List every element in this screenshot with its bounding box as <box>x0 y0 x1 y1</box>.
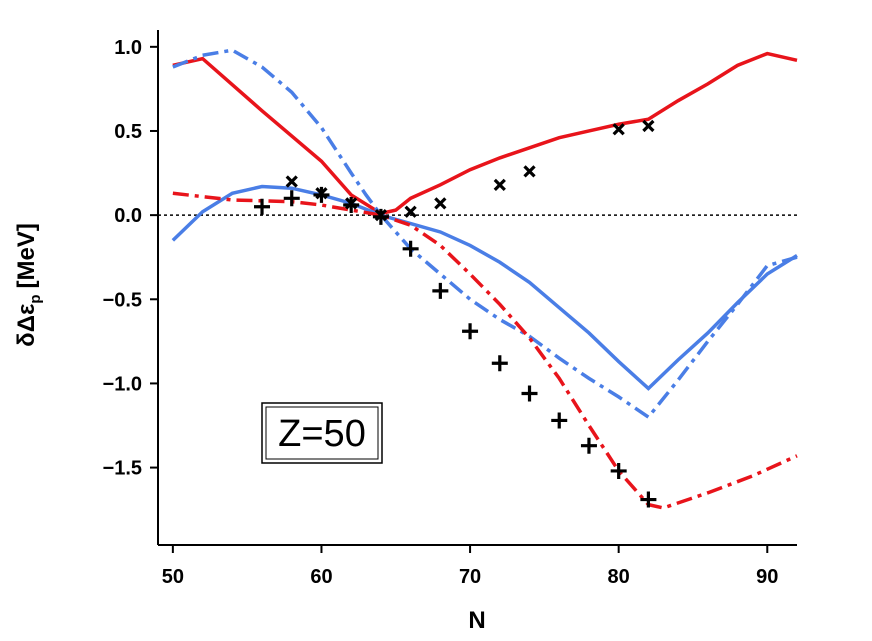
marker <box>642 119 655 133</box>
series-line <box>172 48 798 420</box>
y-tick-label: 1.0 <box>114 37 142 59</box>
y-axis-label: δΔεp [MeV] <box>13 223 44 347</box>
marker <box>491 355 508 372</box>
marker <box>640 491 657 508</box>
x-tick-label: 60 <box>310 566 332 588</box>
series-line <box>172 51 798 216</box>
marker <box>462 323 479 340</box>
marker <box>523 165 536 178</box>
series-line <box>172 191 798 510</box>
y-tick-label: 0.0 <box>114 205 142 227</box>
marker <box>610 462 627 479</box>
y-tick-label: 0.5 <box>114 121 142 143</box>
y-tick-label: −0.5 <box>103 289 142 311</box>
marker <box>432 282 449 299</box>
y-tick-label: −1.0 <box>103 373 142 395</box>
marker <box>285 175 298 188</box>
marker <box>612 123 625 136</box>
x-tick-label: 50 <box>162 566 184 588</box>
marker <box>493 178 506 191</box>
y-label-sub: p <box>27 294 44 303</box>
marker <box>580 437 597 454</box>
y-label-unit: [MeV] <box>13 223 40 288</box>
x-axis-label: N <box>468 607 485 634</box>
marker <box>343 197 360 214</box>
marker <box>551 412 568 429</box>
marker <box>372 208 389 225</box>
y-tick-label: −1.5 <box>103 458 142 480</box>
marker <box>521 385 538 402</box>
x-tick-label: 90 <box>756 566 778 588</box>
x-tick-label: 70 <box>459 566 481 588</box>
marker <box>402 240 419 257</box>
marker <box>283 190 300 207</box>
marker <box>254 198 271 215</box>
marker <box>313 186 330 203</box>
annotation: Z=50 <box>278 413 366 455</box>
annotation-box <box>261 402 383 464</box>
y-label-symbol: δΔε <box>13 304 40 347</box>
marker <box>404 205 417 218</box>
marker <box>434 197 447 210</box>
x-tick-label: 80 <box>608 566 630 588</box>
series-line <box>171 184 798 391</box>
annotation-box-inner <box>265 406 379 460</box>
